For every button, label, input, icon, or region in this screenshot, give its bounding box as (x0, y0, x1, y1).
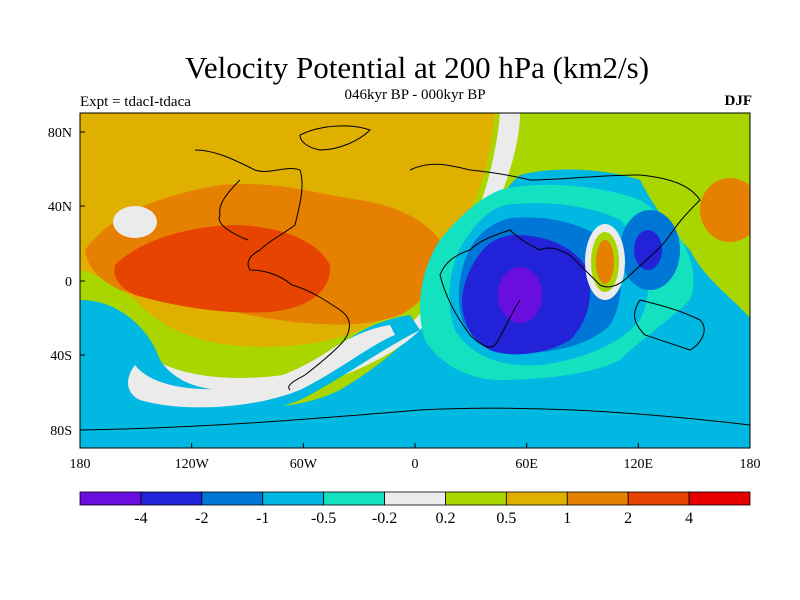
colorbar-swatch (140, 491, 203, 506)
lon-tick-label: 60W (290, 457, 318, 472)
colorbar: -4 -2 -1 -0.5 -0.2 0.2 0.5 1 2 4 (79, 491, 751, 527)
colorbar-label: -0.2 (372, 510, 397, 527)
colorbar-label: -4 (134, 510, 147, 527)
lat-tick-label: 40S (50, 349, 72, 364)
colorbar-label: -2 (195, 510, 208, 527)
lon-tick-label: 120W (175, 457, 210, 472)
north-america-east (218, 179, 249, 241)
colorbar-swatch (566, 491, 629, 506)
lon-tick-label: 120E (624, 457, 654, 472)
field-east-positive (700, 178, 750, 242)
season-label: DJF (724, 93, 753, 109)
colorbar-label: 4 (685, 510, 693, 527)
eurasia-africa-outline (409, 163, 701, 348)
map-subtitle: 046kyr BP - 000kyr BP (344, 87, 486, 103)
colorbar-swatch (384, 491, 446, 506)
lat-tick-label: 0 (65, 275, 72, 290)
lat-tick-label: 40N (48, 200, 72, 215)
lon-labels: 180 120W 60W 0 60E 120E 180 (70, 457, 761, 472)
field-negative-4 (498, 267, 542, 323)
lat-tick-label: 80S (50, 424, 72, 439)
lon-tick-label: 180 (70, 457, 91, 472)
lon-tick-label: 60E (515, 457, 538, 472)
lon-tick-label: 0 (412, 457, 419, 472)
greenland-outline (299, 125, 371, 151)
colorbar-label: 1 (563, 510, 571, 527)
coastlines (80, 125, 750, 431)
antarctica-outline (80, 407, 750, 431)
field-bengal-2 (596, 240, 614, 284)
experiment-label: Expt = tdacI-tdaca (80, 94, 191, 110)
colorbar-label: 0.2 (435, 510, 455, 527)
colorbar-swatch (445, 491, 507, 506)
colorbar-swatch (262, 491, 325, 506)
colorbar-label: -1 (256, 510, 269, 527)
americas-outline (194, 149, 350, 391)
colorbar-swatch (505, 491, 568, 506)
lon-tick-label: 180 (740, 457, 761, 472)
field-pacific-hole (113, 206, 157, 238)
colorbar-label: -0.5 (311, 510, 336, 527)
field-positive-4 (114, 225, 331, 313)
colorbar-swatch (688, 491, 751, 506)
colorbar-swatch (201, 491, 264, 506)
colorbar-label: 0.5 (496, 510, 516, 527)
map-title: Velocity Potential at 200 hPa (km2/s) (184, 50, 650, 85)
lat-labels: 80N 40N 0 40S 80S (48, 126, 72, 439)
contour-fields (80, 113, 750, 448)
colorbar-swatch (323, 491, 385, 506)
axis-ticks (79, 131, 751, 448)
colorbar-label: 2 (624, 510, 632, 527)
lat-tick-label: 80N (48, 126, 72, 141)
colorbar-swatch (79, 491, 142, 506)
australia-outline (634, 299, 705, 351)
colorbar-swatch (627, 491, 690, 506)
field-south-grey (128, 325, 395, 408)
field-wpac-negative-core (634, 230, 662, 270)
